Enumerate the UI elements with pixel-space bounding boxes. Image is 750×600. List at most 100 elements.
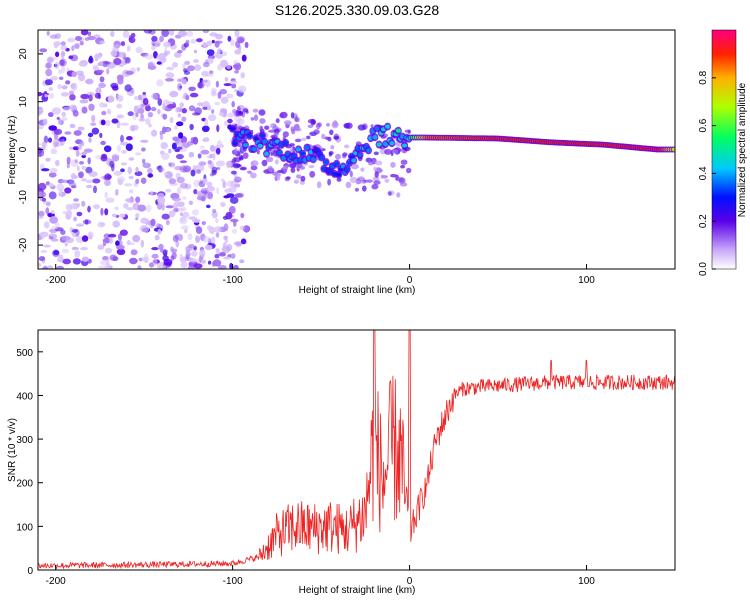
spectrogram-speckle bbox=[360, 167, 365, 172]
spectrogram-speckle bbox=[160, 249, 168, 254]
spectrogram-speckle bbox=[38, 147, 43, 155]
spectrogram-speckle bbox=[140, 177, 147, 184]
spectrogram-speckle bbox=[40, 250, 48, 253]
ridge-core bbox=[242, 143, 248, 148]
spectrogram-speckle bbox=[135, 213, 140, 218]
spectrogram-speckle bbox=[61, 235, 71, 241]
spectrogram-speckle bbox=[227, 35, 232, 42]
spectrogram-speckle bbox=[112, 213, 117, 218]
x-tick-label: -100 bbox=[223, 576, 243, 587]
spectrogram-speckle bbox=[91, 114, 96, 123]
spectrogram-speckle bbox=[372, 176, 380, 182]
spectrogram-speckle bbox=[345, 181, 352, 189]
spectrogram-speckle bbox=[294, 117, 300, 123]
spectrogram-speckle bbox=[165, 205, 174, 209]
spectrogram-speckle bbox=[215, 33, 223, 40]
spectrogram-speckle bbox=[156, 53, 165, 62]
spectrogram-speckle bbox=[159, 35, 164, 43]
spectrogram-speckle bbox=[55, 159, 60, 167]
spectrogram-speckle bbox=[45, 68, 53, 77]
spectrogram-speckle bbox=[80, 93, 90, 100]
spectrogram-speckle bbox=[234, 176, 242, 183]
ridge-core bbox=[344, 167, 350, 172]
spectrogram-speckle bbox=[184, 60, 191, 65]
spectrogram-speckle bbox=[235, 109, 239, 117]
spectrogram-speckle bbox=[142, 162, 151, 169]
ridge-core bbox=[319, 155, 325, 160]
spectrogram-speckle bbox=[157, 98, 163, 106]
spectrogram-speckle bbox=[211, 39, 215, 44]
spectrogram-speckle bbox=[158, 243, 164, 251]
spectrogram-speckle bbox=[306, 135, 311, 140]
spectrogram-speckle bbox=[273, 132, 279, 136]
spectrogram-speckle bbox=[237, 118, 245, 125]
spectrogram-area bbox=[38, 30, 675, 269]
spectrogram-speckle bbox=[120, 168, 125, 173]
spectrogram-speckle bbox=[147, 112, 153, 118]
spectrogram-speckle bbox=[81, 165, 87, 170]
spectrogram-speckle bbox=[384, 178, 390, 183]
spectrogram-speckle bbox=[196, 169, 201, 174]
spectrogram-speckle bbox=[69, 123, 76, 129]
spectrogram-speckle bbox=[211, 166, 218, 174]
spectrogram-speckle bbox=[135, 217, 139, 221]
spectrogram-speckle bbox=[233, 157, 241, 163]
spectrogram-speckle bbox=[218, 252, 226, 257]
spectrogram-speckle bbox=[127, 111, 134, 117]
spectrogram-speckle bbox=[258, 109, 266, 116]
spectrogram-speckle bbox=[93, 34, 101, 39]
spectrogram-speckle bbox=[190, 137, 196, 144]
spectrogram-speckle bbox=[104, 179, 111, 186]
spectrogram-speckle bbox=[221, 51, 228, 57]
spectrogram-speckle bbox=[151, 45, 156, 51]
spectrogram-speckle bbox=[98, 82, 106, 89]
spectrogram-speckle bbox=[97, 221, 105, 228]
spectrogram-speckle bbox=[116, 74, 124, 81]
spectrogram-speckle bbox=[81, 151, 88, 155]
spectrogram-speckle bbox=[300, 175, 306, 182]
spectrogram-speckle bbox=[232, 64, 239, 69]
spectrogram-speckle bbox=[97, 62, 104, 67]
spectrogram-speckle bbox=[77, 73, 86, 82]
spectrogram-speckle bbox=[145, 105, 152, 112]
spectrogram-speckle bbox=[135, 166, 139, 173]
spectrogram-speckle bbox=[331, 121, 339, 129]
spectrogram-speckle bbox=[172, 62, 178, 68]
spectrogram-speckle bbox=[72, 258, 81, 265]
spectrogram-speckle bbox=[238, 85, 247, 93]
spectrogram-x-label: Height of straight line (km) bbox=[299, 285, 416, 296]
spectrogram-speckle bbox=[181, 116, 187, 122]
ridge-core bbox=[283, 141, 289, 145]
spectrogram-speckle bbox=[145, 118, 151, 125]
spectrogram-speckle bbox=[53, 128, 63, 135]
spectrogram-speckle bbox=[207, 186, 216, 192]
spectrogram-speckle bbox=[163, 50, 168, 57]
spectrogram-speckle bbox=[38, 107, 44, 115]
spectrogram-speckle bbox=[92, 178, 101, 184]
x-tick-label: 0 bbox=[407, 275, 413, 286]
spectrogram-speckle bbox=[126, 45, 131, 52]
ridge-core bbox=[389, 141, 395, 146]
spectrogram-speckle bbox=[66, 156, 71, 165]
spectrogram-speckle bbox=[186, 30, 194, 37]
spectrogram-speckle bbox=[201, 259, 207, 264]
spectrogram-speckle bbox=[229, 39, 235, 47]
spectrogram-speckle bbox=[234, 49, 242, 55]
spectrogram-speckle bbox=[44, 79, 53, 86]
spectrogram-speckle bbox=[212, 152, 216, 161]
spectrogram-speckle bbox=[102, 241, 106, 247]
spectrogram-speckle bbox=[206, 40, 212, 47]
spectrogram-speckle bbox=[71, 229, 78, 233]
spectrogram-speckle bbox=[180, 261, 188, 269]
spectrogram-speckle bbox=[250, 160, 259, 167]
spectrogram-speckle bbox=[62, 106, 71, 112]
spectrogram-speckle bbox=[209, 173, 214, 177]
spectrogram-speckle bbox=[62, 258, 71, 265]
y-tick-label: 0 bbox=[27, 566, 33, 577]
spectrogram-speckle bbox=[87, 132, 94, 138]
spectrogram-speckle bbox=[183, 70, 191, 75]
spectrogram-speckle bbox=[104, 191, 108, 199]
spectrogram-speckle bbox=[349, 170, 353, 178]
spectrogram-speckle bbox=[179, 182, 188, 189]
